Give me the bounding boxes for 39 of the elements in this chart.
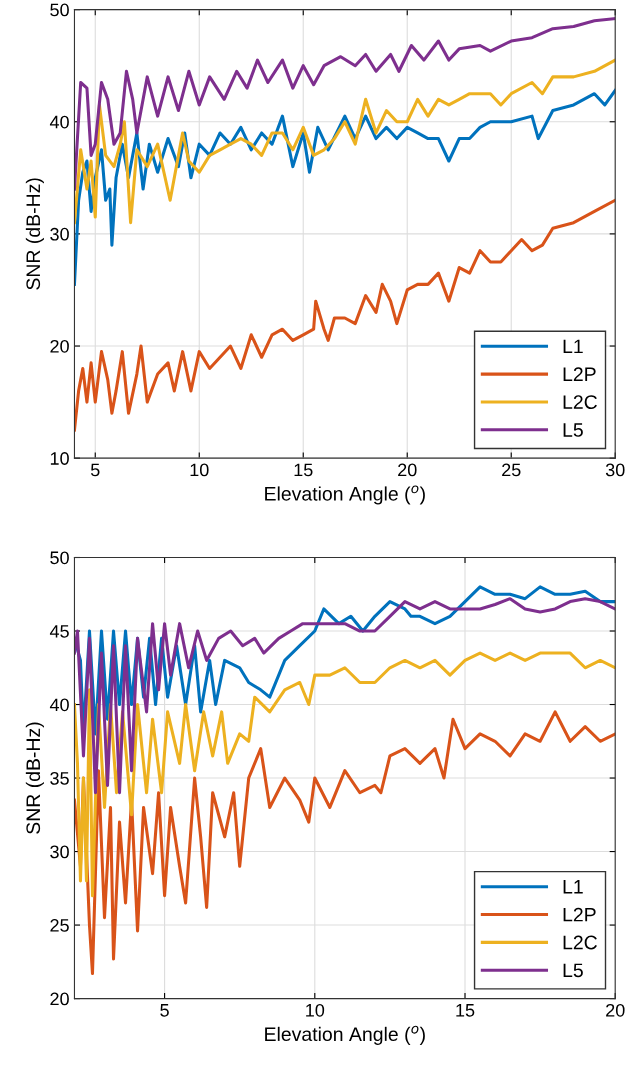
- x-tick-label: 20: [398, 463, 417, 477]
- x-tick-label: 5: [90, 463, 100, 477]
- legend-label: L2C: [563, 935, 597, 950]
- y-tick-label: 50: [50, 3, 69, 17]
- y-tick-label: 20: [50, 339, 69, 353]
- legend-label: L5: [563, 423, 583, 437]
- x-tick-label: 15: [294, 463, 313, 477]
- line-series: [74, 58, 616, 225]
- y-tick-label: 40: [49, 698, 69, 712]
- legend-label: L1: [563, 339, 583, 354]
- y-tick-label: 30: [50, 227, 69, 241]
- y-tick-label: 40: [49, 115, 69, 129]
- y-tick-label: 45: [49, 625, 69, 638]
- y-tick-label: 25: [50, 919, 69, 932]
- line-series: [74, 17, 616, 191]
- x-tick-label: 5: [160, 1004, 169, 1017]
- y-tick-label: 35: [50, 771, 69, 785]
- line-series: [74, 710, 616, 976]
- x-tick-label: 25: [502, 463, 521, 477]
- legend-label: L2C: [563, 395, 597, 409]
- y-tick-label: 20: [50, 992, 69, 1006]
- y-axis-title: SNR (dB-Hz): [25, 722, 44, 834]
- x-tick-label: 30: [605, 463, 625, 477]
- x-tick-label: 10: [306, 1003, 325, 1017]
- legend-label: L2P: [563, 367, 596, 381]
- legend-label: L1: [563, 880, 583, 894]
- y-tick-label: 50: [50, 551, 69, 565]
- x-tick-label: 15: [456, 1004, 475, 1017]
- legend-label: L5: [563, 963, 583, 978]
- y-tick-label: 10: [50, 452, 69, 465]
- x-tick-label: 20: [606, 1003, 625, 1017]
- line-series: [74, 651, 616, 898]
- y-axis-title: SNR (dB-Hz): [25, 178, 44, 290]
- line-series: [74, 597, 616, 795]
- x-tick-label: 10: [190, 463, 209, 477]
- x-axis-title: Elevation Angle ($^{o}$): [265, 1025, 425, 1045]
- y-tick-label: 30: [50, 845, 69, 859]
- legend-label: L2P: [563, 907, 596, 922]
- x-axis-title: Elevation Angle ($^{o}$): [265, 485, 425, 505]
